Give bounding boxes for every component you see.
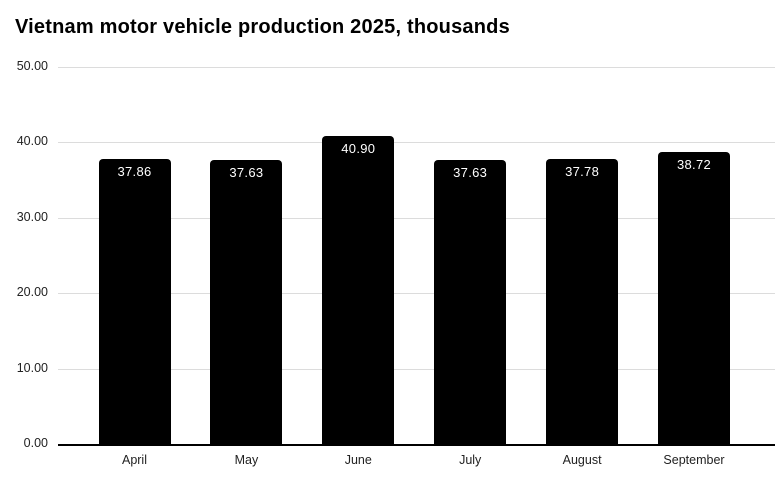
gridline — [58, 293, 775, 294]
bar-value-label: 37.78 — [565, 164, 600, 180]
bar-value-label: 38.72 — [676, 157, 712, 173]
bar-value-label: 37.63 — [453, 165, 488, 181]
x-axis-category-label: August — [562, 453, 602, 467]
y-axis-tick-label: 0.00 — [23, 436, 48, 450]
bar-august: 37.78 — [546, 159, 619, 444]
y-axis-tick-label: 30.00 — [16, 210, 48, 224]
gridline — [58, 218, 775, 219]
gridline — [58, 67, 775, 68]
bar-september: 38.72 — [658, 152, 730, 444]
gridline — [58, 369, 775, 370]
gridline — [58, 142, 775, 143]
bar-value-label: 37.63 — [229, 165, 264, 181]
x-axis-category-label: July — [459, 453, 482, 467]
bar-value-label: 40.90 — [341, 140, 376, 156]
x-axis-category-label: April — [121, 453, 147, 467]
y-axis-tick-label: 20.00 — [16, 285, 48, 299]
x-axis-line — [58, 444, 775, 446]
y-axis-tick-label: 50.00 — [16, 59, 48, 73]
y-axis-tick-label: 10.00 — [16, 361, 48, 375]
y-axis-tick-label: 40.00 — [16, 134, 48, 148]
bar-july: 37.63 — [434, 160, 507, 444]
bar-may: 37.63 — [210, 160, 283, 444]
bar-april: 37.86 — [98, 158, 171, 444]
bar-june: 40.90 — [322, 135, 395, 444]
x-axis-category-label: September — [663, 453, 725, 467]
x-axis-category-label: June — [344, 453, 372, 467]
chart-title: Vietnam motor vehicle production 2025, t… — [15, 16, 510, 38]
x-axis-category-label: May — [234, 453, 259, 467]
bar-value-label: 37.86 — [117, 163, 152, 179]
